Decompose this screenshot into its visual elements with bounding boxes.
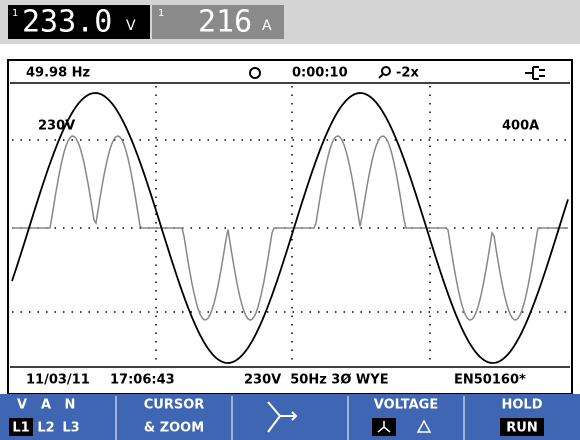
softkey-voltage[interactable]: VOLTAGE: [372, 398, 438, 437]
voltage-scale: 230V: [38, 119, 75, 134]
selected: [9, 418, 33, 436]
current-unit: A: [262, 18, 272, 34]
label: L3: [62, 421, 79, 436]
label: N: [65, 398, 76, 413]
label: CURSOR: [144, 398, 205, 413]
label: A: [41, 398, 51, 413]
wye-icon: [377, 421, 391, 433]
label: L1: [12, 421, 29, 436]
channel: 1: [12, 8, 18, 19]
selected: [500, 418, 544, 436]
current-scale: 400A: [502, 119, 539, 134]
label: L2: [37, 421, 54, 436]
time: 17:06:43: [110, 373, 175, 388]
zoom-icon: [381, 66, 391, 76]
label: HOLD: [501, 398, 542, 413]
softkey-hold[interactable]: HOLD RUN: [500, 398, 544, 437]
delta-icon: [416, 419, 432, 433]
frequency: 49.98 Hz: [26, 66, 90, 81]
voltage-waveform: [11, 92, 569, 364]
current-reading: 216: [198, 5, 252, 40]
channel: 1: [158, 8, 164, 19]
display-frame: [7, 59, 573, 395]
voltage-box: [8, 5, 150, 39]
voltage-unit: V: [126, 18, 136, 34]
settings: 230V 50Hz 3Ø WYE: [244, 373, 389, 388]
zoom: -2x: [396, 66, 419, 81]
label: VOLTAGE: [374, 398, 439, 413]
date: 11/03/11: [26, 373, 90, 388]
phasor-key[interactable]: [267, 401, 298, 433]
timer: 0:00:10: [292, 66, 348, 81]
voltage-reading: 233.0: [22, 5, 112, 40]
current-waveform: [12, 135, 568, 321]
timer-icon: [249, 67, 261, 79]
softkey-cursor[interactable]: CURSOR & ZOOM: [144, 398, 205, 436]
zoom-icon: [378, 73, 384, 79]
label: & ZOOM: [144, 421, 204, 436]
current-box: [152, 5, 284, 39]
label: RUN: [506, 421, 537, 436]
softkey-phase[interactable]: V A N L1 L2 L3: [9, 398, 80, 437]
power-icon: [525, 66, 545, 80]
label: V: [17, 398, 27, 413]
standard: EN50160*: [454, 373, 526, 388]
